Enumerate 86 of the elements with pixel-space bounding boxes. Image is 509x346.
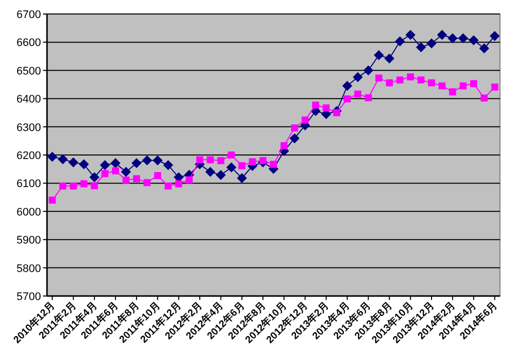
point xyxy=(352,72,363,82)
point xyxy=(448,33,458,44)
point xyxy=(48,196,56,204)
point xyxy=(216,170,226,180)
point xyxy=(163,160,174,170)
point xyxy=(217,157,224,164)
point xyxy=(449,88,456,96)
point xyxy=(416,42,426,52)
point xyxy=(480,94,488,102)
point xyxy=(458,33,468,44)
point xyxy=(112,167,119,174)
point xyxy=(186,176,193,184)
point xyxy=(164,182,172,190)
point xyxy=(342,80,352,91)
point xyxy=(100,160,110,170)
point xyxy=(248,158,256,166)
point xyxy=(226,162,236,172)
point xyxy=(259,157,266,164)
point xyxy=(312,102,320,109)
point xyxy=(206,156,214,164)
point xyxy=(280,142,288,150)
point xyxy=(384,54,394,64)
point xyxy=(90,182,98,190)
point xyxy=(354,90,362,98)
y-tick-label: 6600 xyxy=(16,37,41,50)
point xyxy=(196,156,204,164)
point xyxy=(59,182,66,190)
point xyxy=(175,180,182,188)
point xyxy=(290,133,300,144)
point xyxy=(374,50,384,60)
point xyxy=(437,30,448,40)
point xyxy=(236,173,247,184)
point xyxy=(302,116,309,124)
point xyxy=(101,170,108,178)
point xyxy=(152,155,163,166)
point xyxy=(406,73,414,80)
point xyxy=(396,76,404,84)
point xyxy=(426,38,437,48)
point xyxy=(386,79,393,86)
point xyxy=(78,159,89,170)
point xyxy=(470,80,478,88)
y-tick-label: 6300 xyxy=(16,122,41,134)
point xyxy=(58,154,68,164)
point xyxy=(122,176,130,184)
point xyxy=(68,157,78,168)
point xyxy=(344,95,351,102)
point xyxy=(468,35,479,46)
point xyxy=(89,172,100,182)
point xyxy=(490,30,500,41)
y-tick-label: 6400 xyxy=(16,94,41,106)
point xyxy=(121,166,132,177)
point xyxy=(322,104,330,112)
point xyxy=(438,82,446,90)
point xyxy=(417,76,424,84)
y-tick-label: 6700 xyxy=(16,9,41,21)
point xyxy=(144,179,151,186)
point xyxy=(228,152,235,158)
point xyxy=(479,43,490,54)
point xyxy=(375,74,382,82)
point xyxy=(428,79,436,86)
point xyxy=(70,182,77,190)
y-tick-label: 6500 xyxy=(16,65,41,78)
y-tick-label: 5900 xyxy=(16,234,41,247)
point xyxy=(142,155,152,166)
point xyxy=(405,30,416,40)
point xyxy=(333,109,340,116)
y-tick-label: 5800 xyxy=(16,262,41,275)
point xyxy=(364,94,372,102)
point xyxy=(133,175,140,182)
point xyxy=(80,180,88,188)
y-tick-label: 6200 xyxy=(16,150,41,162)
point xyxy=(110,158,120,168)
point xyxy=(491,84,498,91)
y-tick-label: 6100 xyxy=(16,178,41,190)
point xyxy=(460,82,467,90)
y-tick-label: 5700 xyxy=(16,291,41,303)
point xyxy=(270,160,277,168)
point xyxy=(154,172,162,180)
point xyxy=(132,158,142,168)
point xyxy=(291,124,298,132)
point xyxy=(238,162,246,170)
point xyxy=(363,65,374,76)
point xyxy=(47,152,58,162)
y-tick-label: 6000 xyxy=(16,206,41,218)
point xyxy=(205,166,216,177)
point xyxy=(394,36,405,46)
